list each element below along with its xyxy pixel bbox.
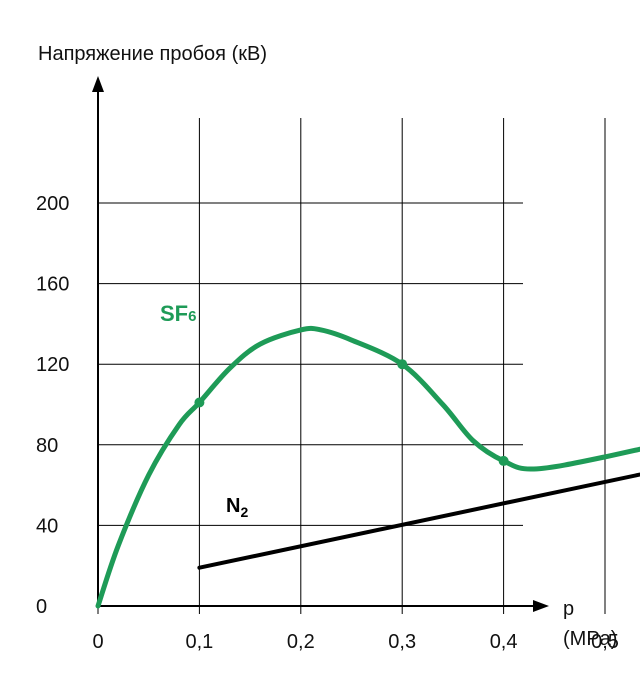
series-label-sf6: SF6 (160, 301, 196, 326)
x-axis-arrow-icon (533, 600, 549, 612)
axes (92, 76, 606, 614)
x-axis-unit: (MPa) (563, 628, 617, 650)
x-axis-title: p (563, 598, 574, 620)
series-line-n2 (197, 472, 640, 570)
x-tick-label: 0,4 (490, 631, 518, 653)
y-axis-arrow-icon (92, 76, 104, 92)
x-tick-label: 0,1 (185, 631, 213, 653)
series-label-n2: N2 (226, 495, 248, 520)
series-line-sf6 (95, 325, 640, 609)
y-axis-title: Напряжение пробоя (кВ) (38, 43, 267, 65)
y-tick-label: 120 (36, 354, 69, 376)
y-tick-label: 200 (36, 193, 69, 215)
x-tick-label: 0 (92, 631, 103, 653)
series-group: SF6 N2 (95, 301, 640, 609)
series-marker-sf6 (498, 455, 509, 466)
y-tick-label: 0 (36, 596, 47, 618)
x-tick-label: 0,3 (388, 631, 416, 653)
y-tick-label: 40 (36, 515, 58, 537)
series-marker-sf6 (397, 359, 408, 370)
y-tick-label: 80 (36, 435, 58, 457)
series-marker-sf6 (194, 397, 205, 408)
tick-labels: 00,10,20,30,40,50,60,704080120160200 (36, 193, 619, 653)
x-tick-label: 0,2 (287, 631, 315, 653)
y-tick-label: 160 (36, 274, 69, 296)
x-tick-label: 0,5 (591, 631, 619, 653)
